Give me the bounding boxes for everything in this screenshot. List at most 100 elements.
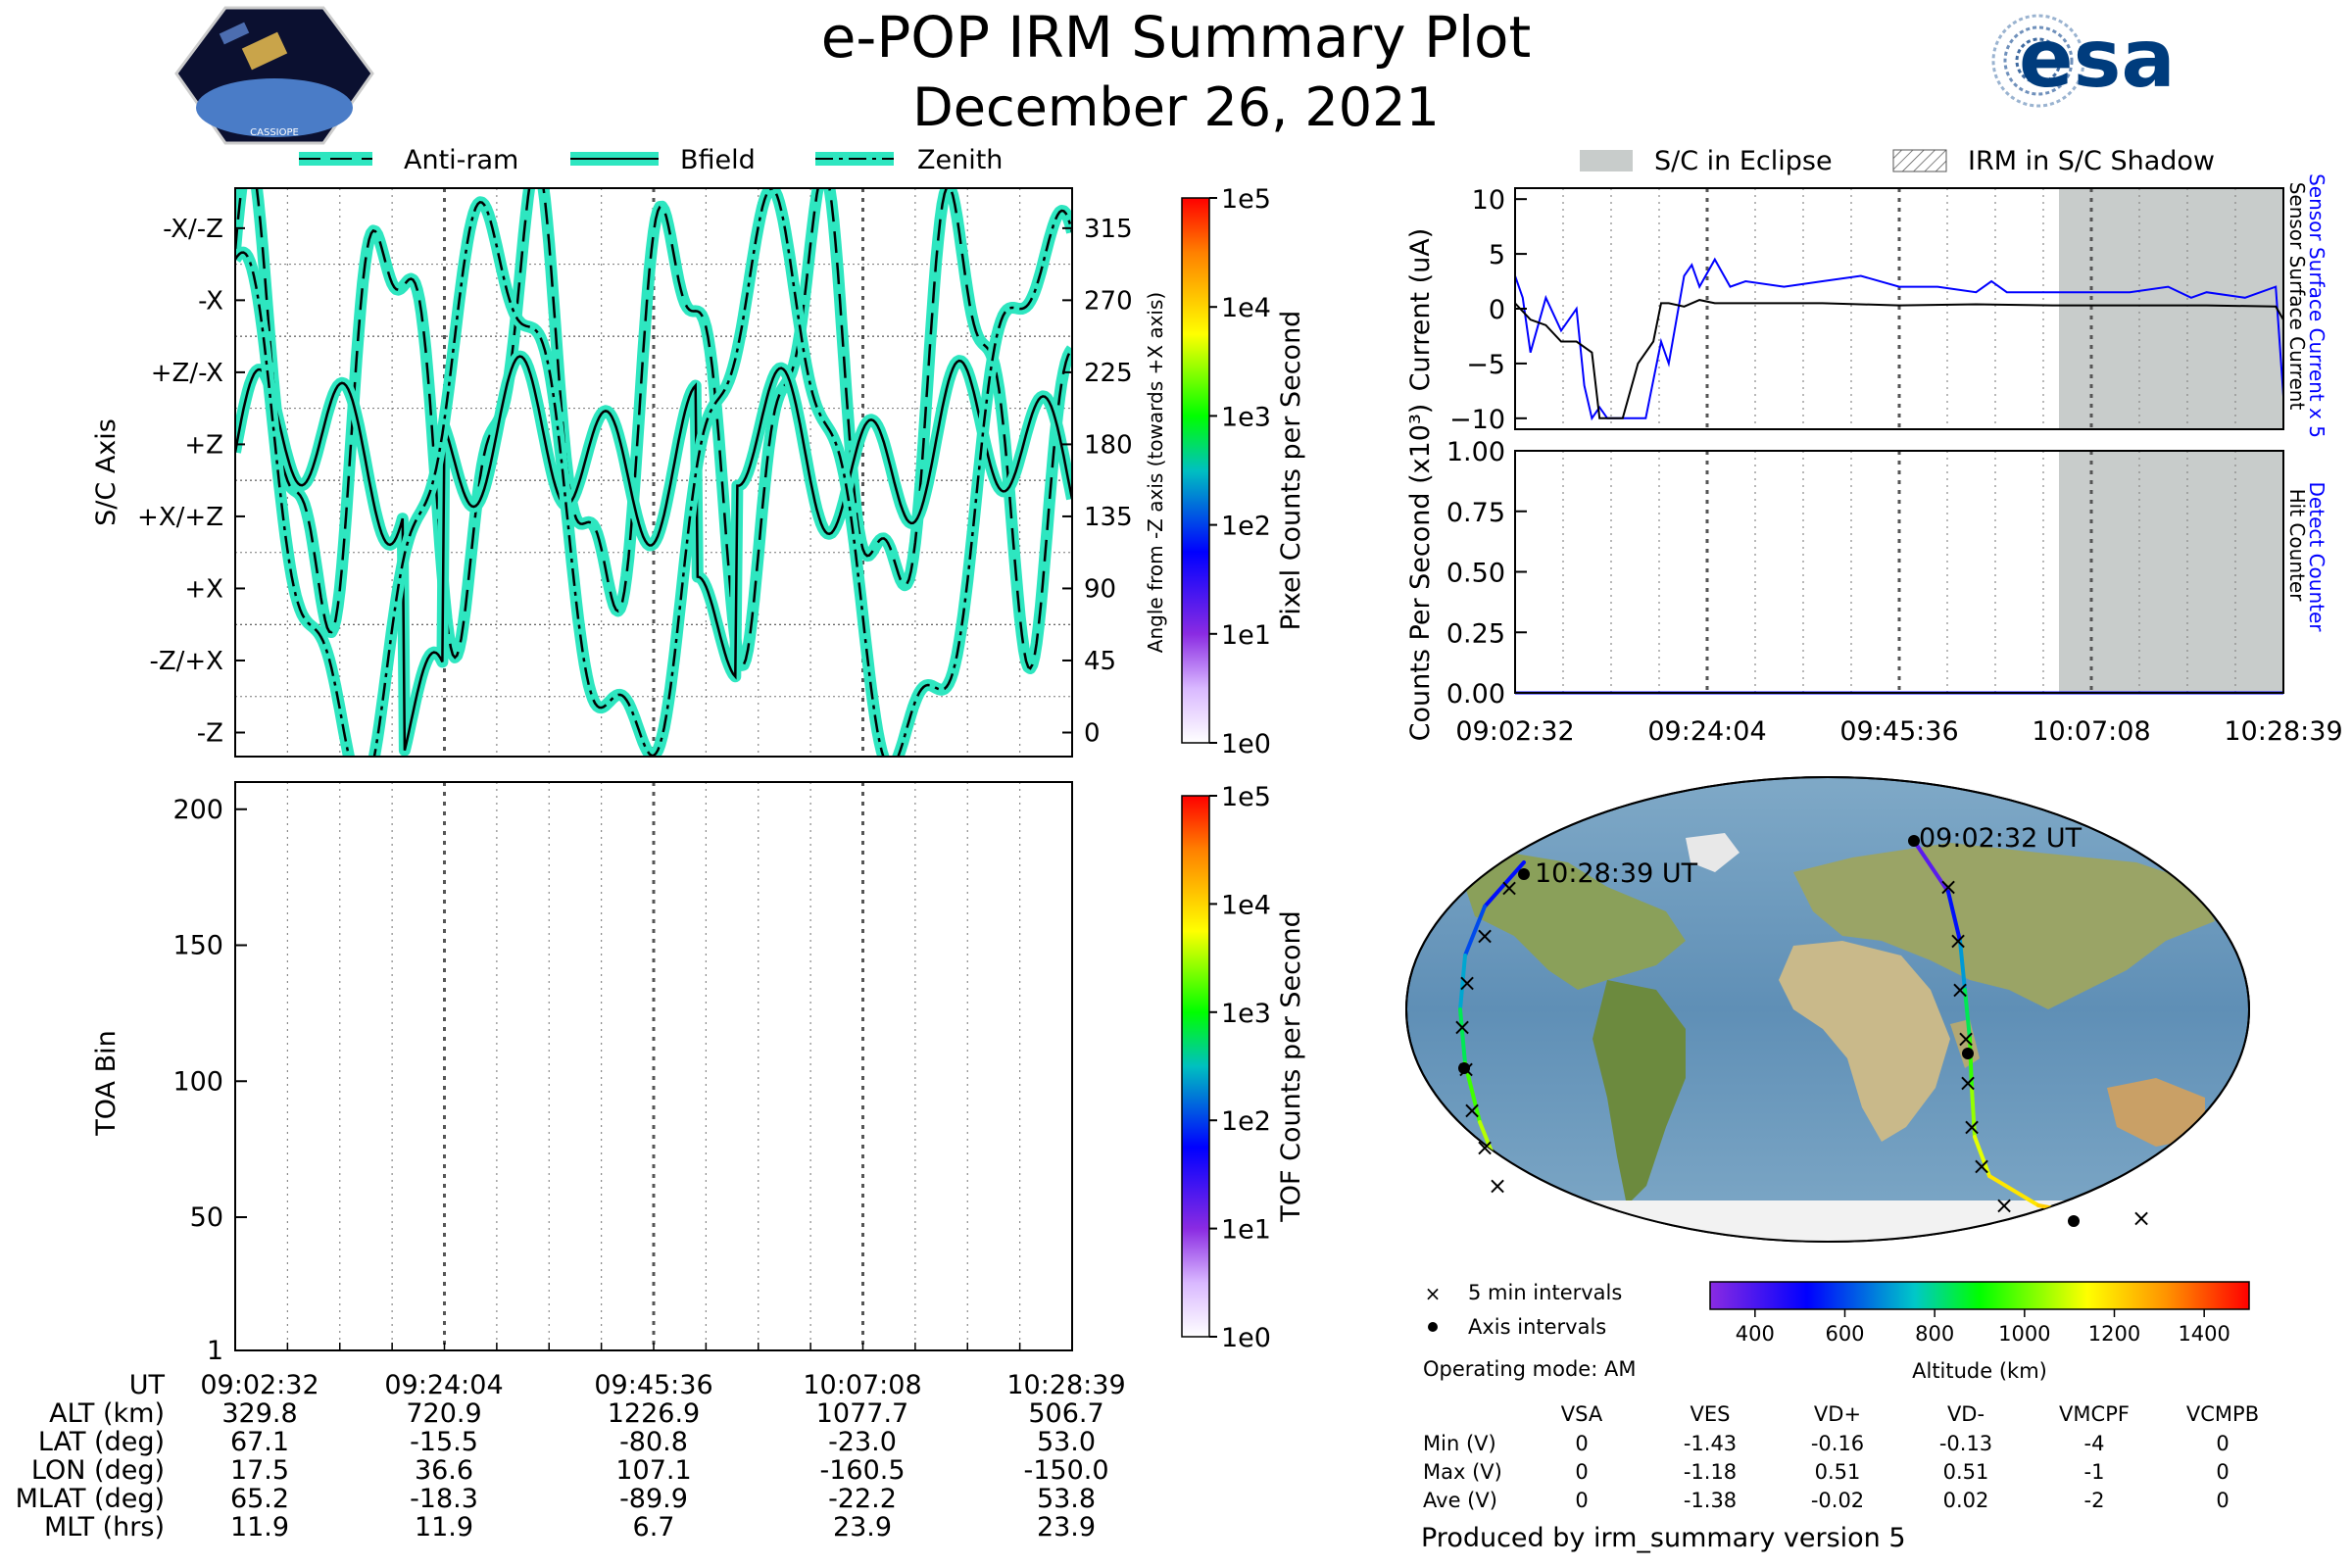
legend-entry-bfield: Bfield bbox=[570, 145, 756, 175]
counts-ticks: 1.00 0.75 0.50 0.25 0.00 bbox=[1446, 437, 1527, 710]
axis-interval-marker bbox=[2068, 1215, 2080, 1227]
info-cell: 36.6 bbox=[415, 1455, 473, 1486]
pixel-colorbar-ticks: 1e0 1e1 1e2 1e3 1e4 1e5 bbox=[1209, 184, 1271, 760]
voltage-cell: -1.38 bbox=[1684, 1489, 1737, 1512]
legend-label-bfield: Bfield bbox=[680, 145, 756, 175]
info-cell: 107.1 bbox=[615, 1455, 691, 1486]
legend-swatch-shadow bbox=[1892, 149, 1947, 172]
voltage-row-label: Ave (V) bbox=[1423, 1489, 1497, 1512]
five-min-marker: × bbox=[1962, 1113, 1982, 1141]
axis-tick-label: +X/+Z bbox=[137, 503, 223, 532]
voltage-cell: -0.02 bbox=[1811, 1489, 1864, 1512]
toa-gridlines bbox=[286, 782, 1021, 1350]
time-tick-label: 10:28:39 bbox=[2224, 716, 2342, 747]
legend-label-zenith: Zenith bbox=[917, 145, 1003, 175]
colorbar-tick-label: 1e5 bbox=[1221, 184, 1271, 215]
counts-tick-label: 0.75 bbox=[1446, 498, 1505, 528]
toa-tick-label: 150 bbox=[172, 931, 223, 961]
legend-entry-zenith: Zenith bbox=[815, 145, 1003, 175]
east-track-segment bbox=[1946, 890, 1962, 943]
footer-credit: Produced by irm_summary version 5 bbox=[1421, 1523, 1906, 1553]
axis-tick-label: +X bbox=[184, 574, 223, 604]
info-cell: 10:07:08 bbox=[803, 1370, 921, 1400]
info-cell: 329.8 bbox=[221, 1398, 297, 1429]
angle-tick-label: 90 bbox=[1084, 574, 1116, 604]
five-min-marker: × bbox=[1475, 1134, 1494, 1161]
time-axis-labels: 09:02:32 09:24:04 09:45:36 10:07:08 10:28:39 bbox=[1455, 716, 2342, 747]
voltage-cell: -4 bbox=[2084, 1432, 2105, 1455]
info-cell: 11.9 bbox=[230, 1512, 289, 1543]
esa-logo-text: esa bbox=[2019, 13, 2176, 106]
info-cell: 6.7 bbox=[633, 1512, 675, 1543]
current-ticks: 10 5 0 −5 −10 bbox=[1449, 185, 1527, 435]
five-min-marker: × bbox=[1994, 1192, 2014, 1219]
info-cell: -89.9 bbox=[619, 1484, 688, 1514]
time-tick-label: 09:24:04 bbox=[1647, 716, 1766, 747]
info-cell: -15.5 bbox=[410, 1427, 478, 1457]
voltage-cell: -2 bbox=[2084, 1489, 2105, 1512]
current-tick-label: 10 bbox=[1472, 185, 1505, 216]
colorbar-tick-label: 1e0 bbox=[1221, 1323, 1271, 1353]
east-track-segment bbox=[1987, 1174, 2040, 1207]
voltage-cell: 0 bbox=[2216, 1489, 2229, 1512]
current-tick-label: 0 bbox=[1489, 295, 1505, 325]
info-cell: -150.0 bbox=[1023, 1455, 1108, 1486]
toa-ylabel: TOA Bin bbox=[91, 1030, 122, 1136]
voltage-header: VMCPF bbox=[2059, 1402, 2130, 1426]
info-cell: 67.1 bbox=[230, 1427, 289, 1457]
east-track-segment bbox=[1968, 1037, 1974, 1090]
info-cell: 09:24:04 bbox=[384, 1370, 503, 1400]
zenith-curve bbox=[235, 188, 1072, 757]
surface-current-line bbox=[1515, 299, 2283, 419]
five-min-marker: × bbox=[2132, 1204, 2151, 1232]
info-row-header: ALT (km) bbox=[49, 1398, 165, 1429]
attitude-ticks: 315 -X/-Z 270 -X 225 +Z/-X 180 +Z 135 +X/+Z 90 +X 45… bbox=[137, 215, 1133, 749]
page-date: December 26, 2021 bbox=[912, 76, 1440, 138]
bfield-curve bbox=[235, 355, 1072, 751]
west-track-segment bbox=[1463, 905, 1487, 957]
current-panel: 10 5 0 −5 −10 Current (uA) Sensor Surface Cu… bbox=[1405, 173, 2328, 438]
counts-right-label-blue: Detect Counter bbox=[2305, 482, 2328, 633]
angle-tick-label: 180 bbox=[1084, 430, 1133, 460]
west-track-segment bbox=[1458, 1007, 1467, 1065]
info-row-header: LON (deg) bbox=[31, 1455, 165, 1486]
five-min-marker: × bbox=[1950, 976, 1970, 1004]
voltage-header: VCMPB bbox=[2186, 1402, 2259, 1426]
voltage-row-label: Min (V) bbox=[1423, 1432, 1496, 1455]
axis-tick-label: +Z bbox=[184, 430, 223, 460]
counts-tick-label: 0.00 bbox=[1446, 679, 1505, 710]
toa-tick-label: 1 bbox=[207, 1336, 223, 1366]
info-cell: 1077.7 bbox=[816, 1398, 908, 1429]
toa-tick-label: 200 bbox=[172, 795, 223, 825]
voltage-header: VD- bbox=[1947, 1402, 1984, 1426]
altitude-tick-label: 1000 bbox=[1998, 1322, 2050, 1346]
counts-tick-label: 1.00 bbox=[1446, 437, 1505, 467]
info-cell: 506.7 bbox=[1028, 1398, 1103, 1429]
info-cell: 1226.9 bbox=[608, 1398, 700, 1429]
five-min-marker: × bbox=[1499, 874, 1519, 902]
cassiope-logo-text: CASSIOPE bbox=[250, 127, 299, 138]
west-track-segment bbox=[1483, 860, 1526, 908]
altitude-colorbar-ticks: 400 600 800 1000 1200 1400 bbox=[1736, 1309, 2230, 1346]
info-cell: 23.9 bbox=[1037, 1512, 1096, 1543]
angle-tick-label: 45 bbox=[1084, 647, 1116, 676]
colorbar-tick-label: 1e4 bbox=[1221, 293, 1271, 323]
five-min-marker: × bbox=[1972, 1152, 1991, 1180]
axis-tick-label: -Z bbox=[197, 718, 223, 748]
voltage-cell: -1 bbox=[2084, 1460, 2105, 1484]
altitude-tick-label: 400 bbox=[1736, 1322, 1775, 1346]
legend-label-eclipse: S/C in Eclipse bbox=[1654, 146, 1833, 176]
five-min-marker: × bbox=[1475, 922, 1494, 950]
info-row-header: UT bbox=[129, 1370, 166, 1400]
angle-tick-label: 135 bbox=[1084, 503, 1133, 532]
eclipse-legend: S/C in Eclipse IRM in S/C Shadow bbox=[1580, 146, 2215, 176]
info-cell: -23.0 bbox=[828, 1427, 897, 1457]
current-tick-label: −10 bbox=[1449, 405, 1505, 435]
colorbar-tick-label: 1e0 bbox=[1221, 729, 1271, 760]
counts-tick-label: 0.25 bbox=[1446, 618, 1505, 649]
info-cell: -80.8 bbox=[619, 1427, 688, 1457]
axis-interval-marker bbox=[1518, 868, 1530, 880]
